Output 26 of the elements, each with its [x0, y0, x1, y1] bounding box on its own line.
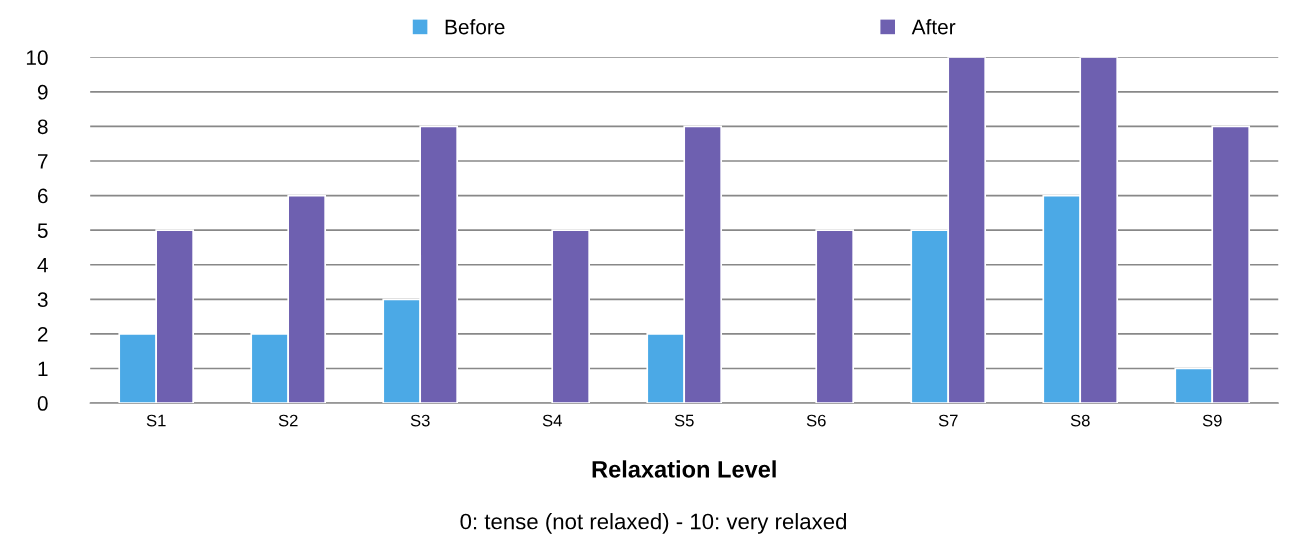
x-tick-label: S6 [806, 414, 826, 427]
y-tick-label: 6 [37, 188, 48, 204]
x-tick-label: S8 [1070, 414, 1090, 427]
text: 0: tense (not relaxed) - 10: very relaxed [460, 513, 847, 534]
x-tick-label: S9 [1202, 414, 1222, 427]
y-tick-label: 3 [37, 292, 48, 308]
y-tick-label: 0 [37, 396, 48, 411]
bar [815, 229, 855, 404]
legend-label: After [911, 19, 956, 35]
x-axis-title: Relaxation Level [592, 460, 776, 478]
y-tick-label: 1 [38, 361, 48, 377]
x-tick-label: S5 [674, 414, 694, 427]
legend-label: Before [445, 19, 505, 35]
y-tick-label: 4 [37, 257, 48, 273]
x-tick-label: S4 [542, 414, 562, 427]
bar [551, 229, 591, 404]
y-tick-label: 10 [26, 50, 48, 66]
y-tick-label: 5 [37, 223, 48, 238]
x-tick-label: S1 [146, 414, 166, 427]
y-tick-label: 8 [37, 119, 48, 135]
x-tick-label: S2 [278, 414, 298, 427]
x-tick-label: S3 [410, 414, 430, 427]
y-tick-label: 7 [38, 154, 48, 169]
y-tick-label: 9 [37, 84, 48, 100]
y-tick-label: 2 [37, 326, 48, 342]
x-tick-label: S7 [938, 414, 958, 427]
